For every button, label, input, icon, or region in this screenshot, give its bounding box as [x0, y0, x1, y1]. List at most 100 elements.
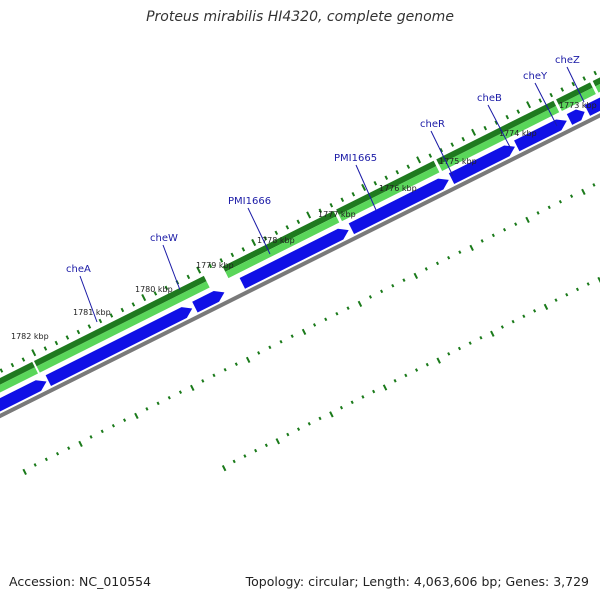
tick-mark [285, 225, 290, 230]
dot-mark [457, 346, 462, 351]
tick-label: 1779 kbp [196, 261, 234, 270]
dot-mark [570, 194, 574, 198]
dot-mark [268, 345, 272, 350]
gene-label: cheW [150, 233, 178, 244]
tick-mark [141, 294, 147, 302]
dot-mark [279, 339, 283, 344]
tick-mark [461, 136, 466, 142]
tick-mark [361, 183, 367, 191]
dot-mark [368, 295, 372, 299]
tick-label: 1773 kbp [559, 101, 597, 110]
tick-mark [131, 302, 136, 307]
dot-mark [514, 222, 518, 226]
gc-light-segment [438, 106, 560, 171]
dot-mark [212, 373, 216, 378]
dot-mark [335, 311, 339, 316]
cds-arrow [45, 307, 193, 387]
tick-mark [10, 362, 15, 368]
dot-mark [491, 233, 495, 238]
dot-mark [425, 362, 429, 367]
dot-mark [361, 395, 365, 399]
accession-label: Accession: NC_010554 [9, 574, 152, 589]
tick-mark [494, 120, 499, 125]
tick-mark [274, 230, 279, 236]
dot-mark [525, 216, 530, 224]
tick-mark [164, 285, 169, 291]
gene-label: PMI1665 [334, 153, 377, 164]
tick-mark [505, 114, 510, 120]
tick-mark [329, 203, 334, 208]
dot-mark [78, 440, 83, 448]
cds-arrow [239, 228, 349, 289]
dot-mark [565, 292, 569, 297]
gc-light-segment [595, 84, 600, 93]
gc-light-segment [558, 87, 596, 111]
cds-arrow [448, 145, 515, 184]
dot-mark [372, 389, 376, 394]
dot-mark [22, 468, 27, 476]
gene-leader-line [355, 164, 377, 211]
gc-light-segment [225, 216, 340, 279]
cds-track [0, 97, 600, 412]
dot-mark [257, 351, 261, 355]
tick-mark [560, 87, 565, 92]
tick-mark [538, 98, 543, 103]
gc-content-band [0, 77, 600, 393]
gene-leader-line [247, 207, 271, 255]
tick-label: 1776 kbp [379, 184, 417, 193]
tick-label: 1778 kbp [257, 236, 295, 245]
tick-mark [0, 368, 4, 373]
dot-mark [346, 306, 350, 310]
tick-label: 1774 kbp [499, 129, 537, 138]
dot-mark [221, 465, 227, 472]
dot-mark [44, 457, 48, 462]
tick-labels: 1782 kbp 1781 kbp 1780 kbp 1779 kbp 1778 kbp… [11, 101, 597, 341]
dot-mark [547, 205, 551, 210]
dot-mark [511, 319, 515, 324]
dot-mark [447, 352, 451, 356]
dot-mark [533, 309, 537, 313]
gc-light-segment [0, 367, 39, 393]
dot-mark [558, 199, 562, 204]
backbone-line [0, 113, 600, 419]
dot-mark [55, 451, 60, 456]
tick-mark [340, 197, 345, 202]
tick-mark [186, 274, 191, 280]
map-title: Proteus mirabilis HI4320, complete genom… [146, 9, 454, 25]
dot-mark [234, 362, 238, 366]
tick-mark [241, 247, 246, 252]
dot-mark [490, 330, 495, 337]
dot-mark [480, 239, 484, 243]
dot-mark [458, 250, 462, 254]
gene-labels: cheA cheW PMI1666 PMI1665 cheR cheB cheY cheZ [66, 55, 585, 323]
dot-mark [468, 341, 472, 345]
dot-mark [312, 323, 317, 327]
gene-label: cheB [477, 93, 502, 104]
dot-mark [156, 401, 160, 406]
gene-label: cheA [66, 264, 91, 275]
dot-mark [586, 282, 590, 286]
tick-mark [439, 147, 444, 153]
gene-leader-line [534, 82, 558, 127]
dot-mark [522, 314, 526, 319]
tick-mark [483, 125, 488, 131]
tick-mark [351, 192, 356, 197]
dot-mark [89, 435, 93, 439]
dot-mark [469, 244, 474, 252]
tick-mark [230, 252, 235, 258]
dot-mark [223, 367, 227, 372]
tick-mark [263, 236, 268, 241]
tick-mark [593, 70, 598, 76]
gene-label: cheY [523, 71, 548, 82]
dot-mark [350, 400, 354, 405]
dot-mark [357, 300, 363, 308]
tick-mark [526, 101, 532, 109]
dot-mark [402, 278, 406, 282]
dot-mark [296, 427, 301, 431]
gene-leader-line [79, 275, 98, 323]
inner-dotted-ring [221, 276, 600, 472]
dot-mark [167, 395, 171, 400]
dot-mark [190, 384, 195, 392]
gc-dark-segment [592, 77, 600, 87]
dot-mark [391, 283, 395, 288]
